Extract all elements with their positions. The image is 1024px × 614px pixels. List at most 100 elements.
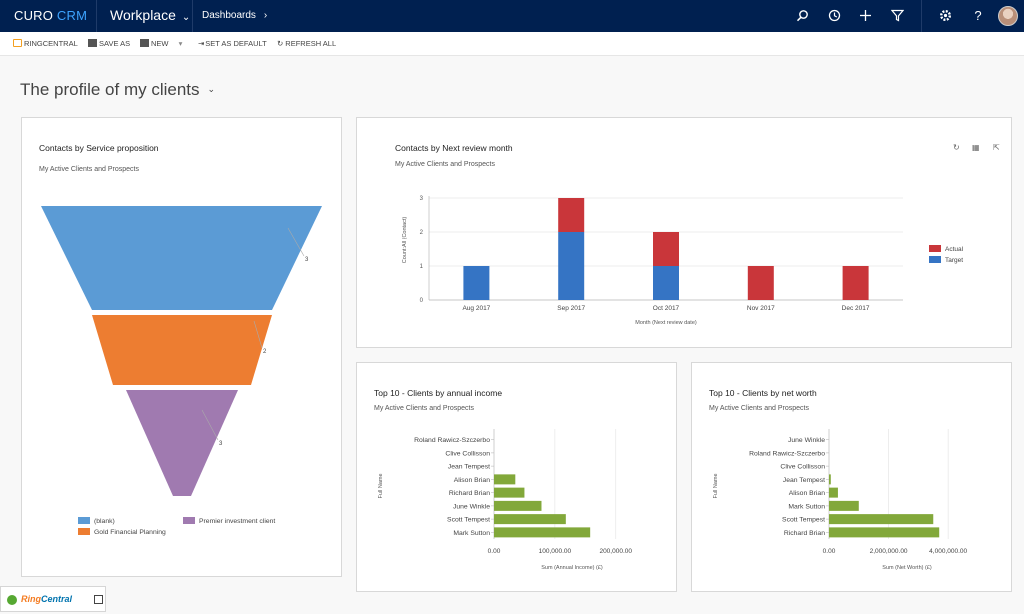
save-as-label: SAVE AS [99,39,131,48]
y-tick-label: June Winkle [453,503,490,510]
x-axis-label: Month (Next review date) [635,320,697,326]
legend-swatch-target [929,256,941,263]
legend-swatch [78,517,90,524]
legend-swatch-actual [929,245,941,252]
refresh-all-label: REFRESH ALL [285,39,337,48]
y-tick-label: Mark Sutton [453,530,490,537]
y-tick-label: Scott Tempest [447,517,490,524]
funnel-segment-gold[interactable] [92,315,272,385]
legend-swatch [78,528,90,535]
funnel-segment-blank[interactable] [41,206,322,310]
y-tick-label: Clive Collisson [780,464,825,471]
funnel-leader-line [201,409,219,441]
bar [494,500,542,511]
divider [192,0,193,32]
networth-bar-chart: 0.00 2,000,000.00 4,000,000.00 June Winkle R… [713,429,968,571]
y-tick-label: 3 [420,196,424,202]
funnel-data-label: 3 [219,441,223,447]
bar [494,514,566,525]
x-tick-label: Aug 2017 [462,305,490,312]
x-tick-label: 2,000,000.00 [870,548,908,555]
ringcentral-name-part: Central [41,594,73,604]
search-icon[interactable] [795,9,809,23]
settings-icon[interactable] [938,9,952,23]
bar [494,474,516,485]
legend-label: (blank) [94,518,115,525]
x-axis-label: Sum (Net Worth) (£) [882,565,932,571]
panel-subtitle: My Active Clients and Prospects [709,405,809,412]
page-title[interactable]: The profile of my clients ⌄ [20,80,215,100]
x-tick-label: 100,000.00 [539,548,572,555]
set-as-default-button[interactable]: ⇥SET AS DEFAULT [198,39,267,48]
panel-subtitle: My Active Clients and Prospects [39,166,139,173]
expand-icon[interactable]: ⇱ [993,143,1000,152]
avatar[interactable] [998,6,1018,26]
ringcentral-icon [13,39,22,47]
panel-title: Contacts by Next review month [395,143,513,153]
x-tick-label: Sep 2017 [557,305,585,312]
new-dashboard-icon [140,39,149,47]
review-bar-chart: 0 1 2 3 Aug 2017 Sep 2017 Oct 2017 Nov 2017 Dec … [402,196,964,326]
legend-item-blank[interactable]: (blank) [78,517,115,525]
bar-actual [653,232,679,266]
y-tick-label: 0 [420,298,424,304]
panel-subtitle: My Active Clients and Prospects [395,161,495,168]
ringcentral-name-part: Ring [21,594,41,604]
income-bar-chart: 0.00 100,000.00 200,000.00 Roland Rawicz-Sz… [378,429,632,571]
history-icon[interactable] [827,9,841,23]
app-brand[interactable]: CURO CRM [14,8,87,23]
dashboard-name: The profile of my clients [20,80,200,99]
widget-toggle-checkbox[interactable] [94,595,103,604]
legend-item-premier[interactable]: Premier investment client [183,517,275,525]
funnel-leader-line [287,227,305,257]
funnel-data-label: 3 [305,257,309,263]
bar-target [463,266,490,300]
y-axis-label: Count:All (Contact) [402,217,408,264]
x-tick-label: Nov 2017 [747,305,775,312]
set-as-default-label: SET AS DEFAULT [205,39,267,48]
brand-main: CURO [14,8,54,23]
y-tick-label: Alison Brian [454,477,490,484]
save-as-button[interactable]: SAVE AS [88,39,130,48]
bar-actual [747,266,774,300]
x-tick-label: Dec 2017 [842,305,870,312]
chevron-down-icon[interactable]: ▾ [178,39,183,48]
ringcentral-widget[interactable]: RingCentral [0,586,106,612]
legend-label: Gold Financial Planning [94,529,166,536]
divider [921,0,922,32]
review-chart-panel: Contacts by Next review month My Active … [356,117,1012,348]
x-tick-label: 4,000,000.00 [929,548,967,555]
bar-target [653,266,679,300]
y-tick-label: Roland Rawicz-Szczerbo [414,437,490,444]
new-button[interactable]: NEW ▾ [140,39,182,48]
bar [829,500,859,511]
pin-icon: ⇥ [198,39,205,48]
ringcentral-button[interactable]: RINGCENTRAL [13,39,78,48]
panel-title: Top 10 - Clients by net worth [709,388,817,398]
y-tick-label: Roland Rawicz-Szczerbo [749,450,825,457]
refresh-all-button[interactable]: ↻ REFRESH ALL [277,39,336,48]
y-tick-label: Jean Tempest [448,464,490,471]
view-records-icon[interactable]: ▦ [972,143,980,152]
y-tick-label: 2 [420,230,424,236]
panel-title: Contacts by Service proposition [39,143,159,153]
bar [494,487,525,498]
bar-actual [558,198,585,232]
funnel-segment-premier[interactable] [126,390,238,496]
help-icon[interactable]: ? [974,8,982,23]
y-tick-label: Scott Tempest [782,517,825,524]
bar [494,527,591,538]
y-tick-label: 1 [420,264,424,270]
x-tick-label: Oct 2017 [653,305,680,312]
legend-swatch [183,517,195,524]
refresh-icon: ↻ [277,39,284,48]
y-tick-label: Clive Collisson [445,450,490,457]
filter-icon[interactable] [890,9,904,23]
chevron-down-icon: ⌄ [181,12,191,23]
legend-item-gold[interactable]: Gold Financial Planning [78,528,166,536]
area-selector[interactable]: Workplace ⌄ [110,7,190,23]
plus-icon[interactable] [858,9,872,23]
breadcrumb[interactable]: Dashboards › [202,10,267,21]
chevron-right-icon: › [263,10,268,21]
refresh-icon[interactable]: ↻ [953,143,960,152]
